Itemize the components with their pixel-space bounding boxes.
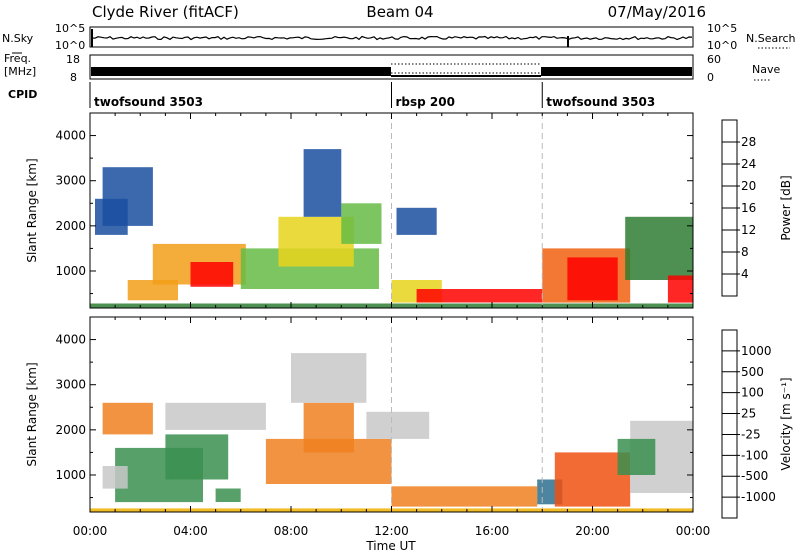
- nsky-panel: N.Sky 10^5 10^0 10^5 10^0 N.Search: [2, 22, 796, 54]
- cpid-panel: CPID twofsound 3503 rbsp 200 twofsound 350…: [8, 82, 655, 109]
- velocity-ytick-label: 3000: [55, 378, 86, 392]
- velocity-ytick-label: 4000: [55, 333, 86, 347]
- freq-band: [541, 67, 692, 76]
- power-ylabel: Slant Range [km]: [25, 158, 39, 262]
- velocity-colorbar-label: 500: [741, 365, 764, 379]
- power-colorbar-label: 28: [741, 135, 756, 149]
- velocity-scatter-patch: [165, 434, 229, 480]
- power-scatter-patch: [396, 207, 437, 235]
- power-scatter-patch: [567, 257, 618, 301]
- velocity-scatter-patch: [617, 438, 656, 475]
- nsky-trace: [91, 35, 693, 41]
- velocity-colorbar-label: 25: [741, 407, 756, 421]
- x-tick-label: 16:00: [475, 524, 510, 538]
- cpid-segment-label: rbsp 200: [396, 95, 455, 109]
- x-axis-title: Time UT: [365, 539, 416, 553]
- velocity-colorbar-label: -25: [741, 427, 761, 441]
- nsky-label: N.Sky: [2, 32, 34, 45]
- nave-axis-bottom: 0: [707, 71, 714, 84]
- power-ytick-label: 3000: [55, 174, 86, 188]
- power-scatter-patch: [102, 167, 153, 226]
- power-scatter-patch: [303, 149, 342, 217]
- velocity-colorbar-label: 1000: [741, 344, 772, 358]
- power-scatter-patch: [667, 275, 693, 303]
- nsky-axis-bottom: 10^0: [55, 39, 85, 52]
- power-scatter-patch: [127, 280, 178, 301]
- freq-axis-bottom: 8: [70, 71, 77, 84]
- nave-axis-top: 60: [707, 53, 721, 66]
- power-colorbar-title: Power [dB]: [779, 175, 793, 240]
- nsearch-label: N.Search: [746, 32, 796, 45]
- velocity-ytick-label: 1000: [55, 468, 86, 482]
- velocity-ylabel: Slant Range [km]: [25, 362, 39, 466]
- x-tick-label: 04:00: [173, 524, 208, 538]
- cpid-segment-label: twofsound 3503: [94, 95, 203, 109]
- nsky-axis-top: 10^5: [55, 22, 85, 35]
- cpid-segment-label: twofsound 3503: [546, 95, 655, 109]
- velocity-scatter-patch: [366, 411, 430, 439]
- x-tick-label: 12:00: [374, 524, 409, 538]
- velocity-scatter-patch: [303, 402, 354, 453]
- velocity-colorbar-label: -100: [741, 448, 768, 462]
- nave-label: Nave: [752, 63, 780, 76]
- power-colorbar-label: 4: [741, 267, 749, 281]
- power-ytick-label: 4000: [55, 129, 86, 143]
- velocity-colorbar-label: 100: [741, 386, 764, 400]
- beam-title: Beam 04: [366, 3, 433, 21]
- nsky-frame: [89, 26, 694, 48]
- x-tick-label: 00:00: [73, 524, 108, 538]
- power-colorbar-label: 16: [741, 201, 756, 215]
- cpid-label: CPID: [8, 88, 37, 101]
- power-scatter-patch: [278, 216, 354, 267]
- power-ytick-label: 2000: [55, 219, 86, 233]
- freq-frame: [89, 54, 694, 80]
- freq-label: Freq.: [4, 52, 31, 65]
- velocity-scatter-patch: [102, 466, 128, 489]
- velocity-scatter-patch: [215, 488, 241, 502]
- power-scatter-patch: [416, 289, 543, 303]
- x-tick-label: 08:00: [274, 524, 309, 538]
- power-colorbar-label: 12: [741, 223, 756, 237]
- x-tick-label: 00:00: [676, 524, 711, 538]
- x-axis: 00:00 04:00 08:00 12:00 16:00 20:00 00:00: [73, 524, 711, 538]
- velocity-colorbar-label: -1000: [741, 490, 776, 504]
- power-scatter-patch: [341, 203, 382, 244]
- freq-band: [91, 67, 391, 76]
- freq-axis-top: 18: [66, 53, 80, 66]
- velocity-scatter-patch: [391, 486, 538, 507]
- freq-panel: Freq. [MHz] 18 8 60 0 Nave: [4, 52, 780, 84]
- freq-label-unit: [MHz]: [4, 65, 36, 78]
- x-tick-label: 20:00: [575, 524, 610, 538]
- power-colorbar-label: 8: [741, 245, 749, 259]
- velocity-scatter-patch: [165, 402, 266, 430]
- power-ytick-label: 1000: [55, 264, 86, 278]
- power-panel: 1000 2000 3000 4000 Slant Range [km] 28 24 20 16…: [25, 112, 793, 309]
- date-title: 07/May/2016: [608, 3, 706, 21]
- power-colorbar-label: 24: [741, 157, 756, 171]
- velocity-colorbar-frame: [721, 329, 738, 519]
- velocity-colorbar-label: -500: [741, 469, 768, 483]
- station-title: Clyde River (fitACF): [92, 3, 239, 21]
- velocity-panel: 1000 2000 3000 4000 Slant Range [km] 1000 500 1…: [25, 316, 793, 519]
- velocity-scatter-patch: [102, 402, 153, 435]
- nsearch-axis-bottom: 10^0: [707, 39, 737, 52]
- power-colorbar-label: 20: [741, 179, 756, 193]
- velocity-ytick-label: 2000: [55, 423, 86, 437]
- velocity-colorbar-title: Velocity [m s⁻¹]: [779, 377, 793, 470]
- power-scatter-patch: [625, 216, 693, 280]
- nsearch-axis-top: 10^5: [707, 22, 737, 35]
- velocity-scatter-patch: [291, 353, 367, 403]
- power-scatter-patch: [190, 262, 234, 287]
